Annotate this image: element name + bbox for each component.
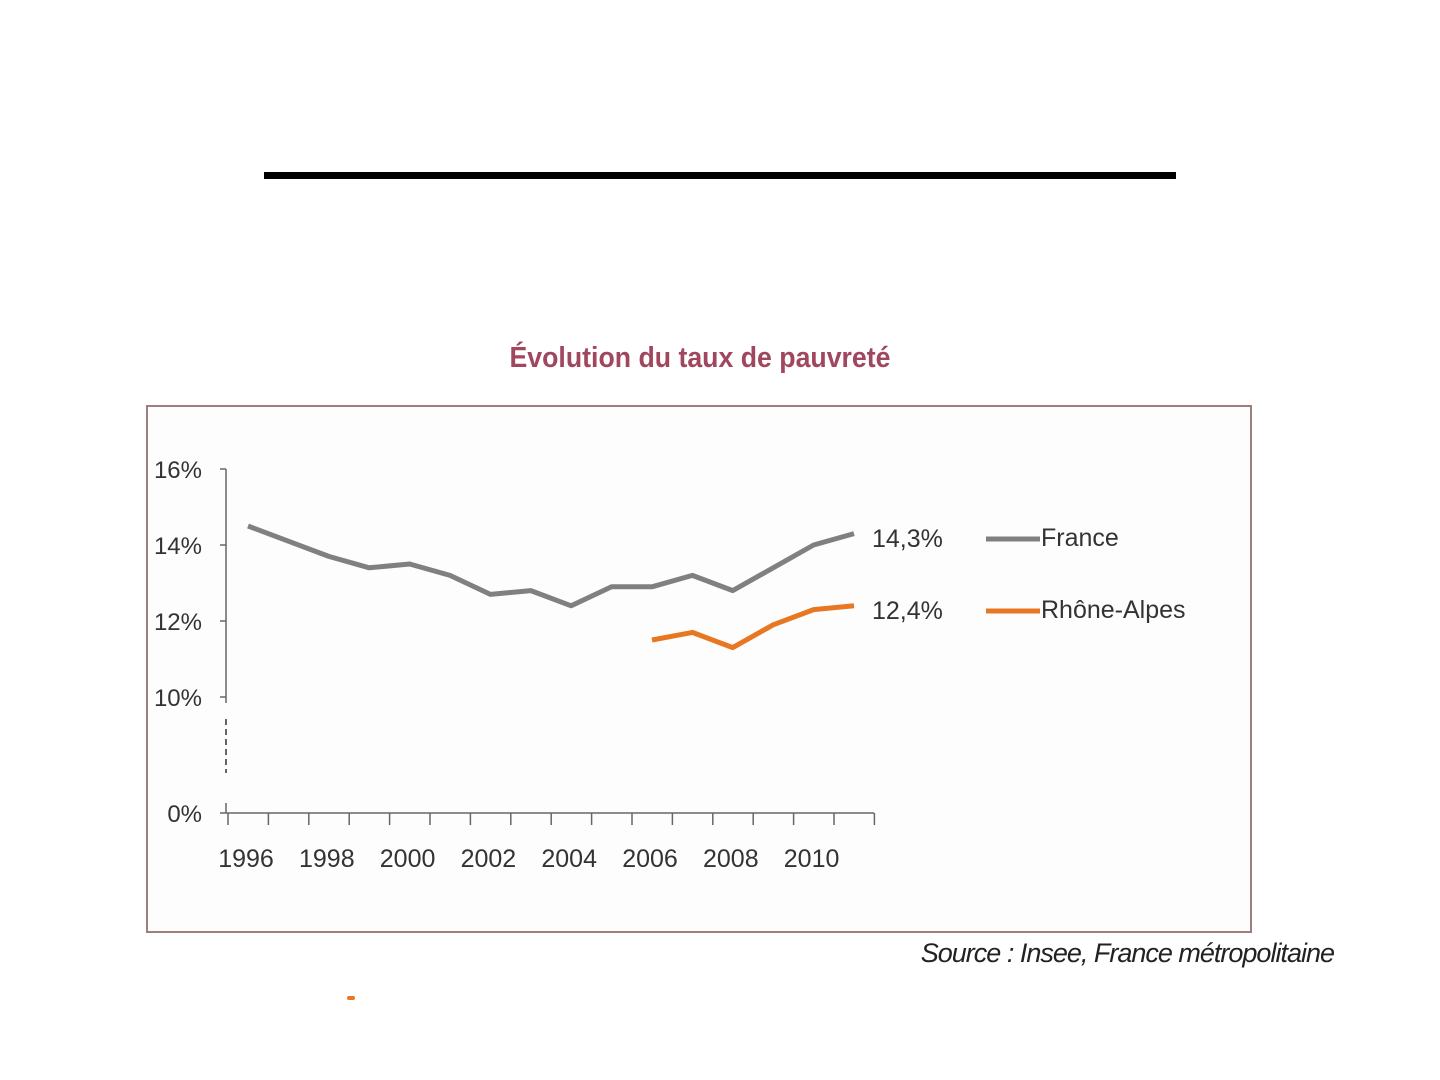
- x-tick-label: 2008: [703, 845, 759, 873]
- top-rule-divider: [264, 172, 1176, 179]
- x-tick-label: 2000: [380, 845, 436, 873]
- y-tick-label: 10%: [154, 685, 202, 712]
- x-tick-label: 1996: [218, 845, 274, 873]
- end-value-label-france: 14,3%: [872, 525, 943, 553]
- x-tick-label: 2006: [622, 845, 678, 873]
- x-tick-label: 2010: [784, 845, 840, 873]
- x-tick-label: 2002: [461, 845, 517, 873]
- end-value-label-rh-ne-alpes: 12,4%: [872, 597, 943, 625]
- series-line-france: [247, 523, 855, 609]
- chart-title: Évolution du taux de pauvreté: [509, 342, 891, 374]
- x-tick-label: 1998: [299, 845, 355, 873]
- source-note: Source : Insee, France métropolitaine: [920, 938, 1335, 968]
- y-tick-label: 16%: [154, 457, 202, 484]
- y-tick-label: 0%: [167, 801, 202, 828]
- orange-mark: [347, 996, 355, 1000]
- chart-frame: 0% 10% 12% 14% 16% 1996 1998 2000 2002 2004 2006 20…: [146, 405, 1252, 933]
- y-tick-label: 14%: [154, 533, 202, 560]
- legend-label-france: France: [1041, 524, 1119, 552]
- x-tick-label: 2004: [541, 845, 597, 873]
- legend-label-rh-ne-alpes: Rhône-Alpes: [1041, 596, 1186, 624]
- y-tick-label: 12%: [154, 609, 202, 636]
- poverty-rate-line-chart: 0% 10% 12% 14% 16% 1996 1998 2000 2002 2004 2006 20…: [154, 457, 1186, 873]
- series-line-rh-ne-alpes: [651, 603, 855, 651]
